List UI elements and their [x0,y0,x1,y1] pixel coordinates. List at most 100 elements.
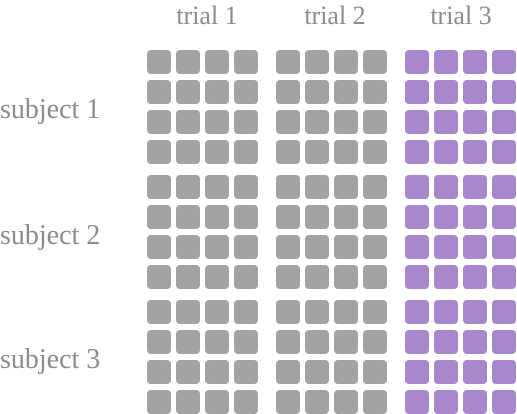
cell [434,50,458,74]
cell [234,80,258,104]
cell [463,300,487,324]
cell [363,300,387,324]
cell [205,265,229,289]
cell [234,50,258,74]
cell [147,330,171,354]
row-label-subject-3: subject 3 [0,344,101,375]
cell [334,360,358,384]
cell [363,50,387,74]
cell [363,175,387,199]
cell [405,390,429,414]
cell [492,330,516,354]
cell [276,330,300,354]
cell [176,50,200,74]
cell [205,175,229,199]
cell [434,235,458,259]
cell [147,175,171,199]
cell [205,110,229,134]
cell [492,110,516,134]
cell [434,205,458,229]
cell [334,110,358,134]
cell [305,175,329,199]
cell [434,140,458,164]
cell [276,360,300,384]
column-header-trial-1: trial 1 [176,1,238,30]
cell [176,360,200,384]
block-subject-3-trial-3 [405,300,516,414]
cell [234,205,258,229]
cell [363,330,387,354]
block-subject-1-trial-2 [276,50,387,164]
cell [405,175,429,199]
cell [405,300,429,324]
row-label-subject-1: subject 1 [0,94,101,125]
column-header-trial-3: trial 3 [430,1,492,30]
cell [147,140,171,164]
cell [276,140,300,164]
cell [405,50,429,74]
cell [463,80,487,104]
cell [463,110,487,134]
cell [405,140,429,164]
cell [176,205,200,229]
cell [305,110,329,134]
cell [147,300,171,324]
cell [305,235,329,259]
cell [363,390,387,414]
cell [234,265,258,289]
cell [176,330,200,354]
cell [492,300,516,324]
cell [176,110,200,134]
cell [276,175,300,199]
cell [147,390,171,414]
cell [276,205,300,229]
row-label-subject-2: subject 2 [0,220,101,251]
cell [276,80,300,104]
cell [463,50,487,74]
cell [434,80,458,104]
cell [176,265,200,289]
block-subject-1-trial-3 [405,50,516,164]
cell [363,110,387,134]
cell [305,390,329,414]
cell [334,140,358,164]
cell [147,50,171,74]
cell [234,110,258,134]
cell [363,235,387,259]
cell [434,390,458,414]
block-subject-2-trial-3 [405,175,516,289]
cell [305,140,329,164]
cell [405,235,429,259]
cell [434,110,458,134]
cell [434,175,458,199]
cell [305,330,329,354]
cell [492,140,516,164]
cell [405,330,429,354]
cell [492,175,516,199]
cell [205,300,229,324]
cell [276,390,300,414]
cell [176,235,200,259]
cell [205,235,229,259]
cell [463,140,487,164]
block-subject-2-trial-2 [276,175,387,289]
cell [363,205,387,229]
cell [234,175,258,199]
cell [234,330,258,354]
cell [205,80,229,104]
cell [363,265,387,289]
cell [492,235,516,259]
cell [334,205,358,229]
cell [492,50,516,74]
block-subject-3-trial-2 [276,300,387,414]
cell [434,360,458,384]
cell [334,265,358,289]
cell [276,50,300,74]
cell [405,265,429,289]
cell [205,390,229,414]
cell [363,360,387,384]
cell [176,80,200,104]
cell [176,140,200,164]
cell [176,175,200,199]
cell [463,330,487,354]
